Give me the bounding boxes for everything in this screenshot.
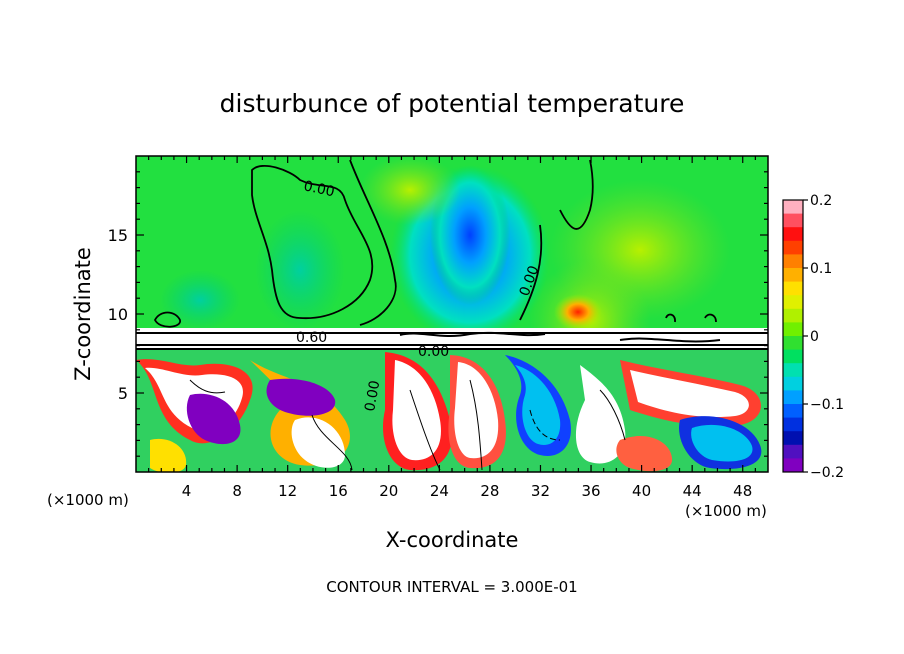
x-tick-label: 32 bbox=[531, 482, 550, 500]
x-unit-left: (×1000 m) bbox=[47, 491, 129, 509]
colorbar-swatch bbox=[783, 200, 803, 215]
colorbar-swatch bbox=[783, 213, 803, 228]
x-axis-label: X-coordinate bbox=[386, 528, 519, 552]
colorbar-swatch bbox=[783, 254, 803, 269]
colorbar-ticks: 0.2 0.1 0 −0.1 −0.2 bbox=[803, 193, 844, 481]
plot-field bbox=[136, 156, 768, 472]
y-axis: 5 10 15 bbox=[108, 171, 768, 457]
colorbar-tick-label: 0 bbox=[810, 329, 819, 345]
colorbar bbox=[782, 199, 804, 473]
x-axis: 4 8 12 16 20 24 28 32 36 40 44 48 bbox=[148, 156, 756, 500]
colorbar-swatch bbox=[783, 404, 803, 419]
contour-lines bbox=[136, 159, 768, 471]
colorbar-swatch bbox=[783, 417, 803, 432]
contour-interval-note: CONTOUR INTERVAL = 3.000E-01 bbox=[326, 578, 577, 596]
colorbar-swatch bbox=[783, 376, 803, 391]
colorbar-swatch bbox=[783, 227, 803, 242]
colorbar-swatch bbox=[783, 390, 803, 405]
contour-label: 0.00 bbox=[418, 344, 449, 360]
x-tick-label: 48 bbox=[733, 482, 752, 500]
chart-title: disturbunce of potential temperature bbox=[220, 89, 685, 118]
x-tick-label: 16 bbox=[329, 482, 348, 500]
colorbar-tick-label: −0.2 bbox=[810, 465, 844, 481]
y-axis-label: Z-coordinate bbox=[71, 247, 95, 381]
x-tick-label: 28 bbox=[480, 482, 499, 500]
contour-label: 0.00 bbox=[302, 178, 336, 200]
contour-label-group: 0.00 0.00 0.60 0.00 0.00 bbox=[296, 178, 542, 412]
x-tick-label: 36 bbox=[581, 482, 600, 500]
y-tick-label: 15 bbox=[108, 226, 128, 245]
colorbar-swatch bbox=[783, 240, 803, 255]
colorbar-swatch bbox=[783, 308, 803, 323]
colorbar-swatch bbox=[783, 431, 803, 446]
contour-label: 0.60 bbox=[296, 330, 327, 346]
colorbar-swatch bbox=[783, 363, 803, 378]
colorbar-swatch bbox=[783, 444, 803, 459]
x-tick-label: 12 bbox=[278, 482, 297, 500]
colorbar-swatch bbox=[783, 268, 803, 283]
x-tick-label: 40 bbox=[632, 482, 651, 500]
colorbar-tick-label: −0.1 bbox=[810, 397, 844, 413]
y-tick-label: 5 bbox=[118, 384, 128, 403]
contour-label: 0.00 bbox=[362, 379, 383, 412]
colorbar-swatch bbox=[783, 458, 803, 473]
colorbar-swatch bbox=[783, 336, 803, 351]
x-tick-label: 8 bbox=[232, 482, 242, 500]
colorbar-swatch bbox=[783, 322, 803, 337]
colorbar-swatch bbox=[783, 295, 803, 310]
x-tick-label: 24 bbox=[430, 482, 449, 500]
x-unit-right: (×1000 m) bbox=[685, 502, 767, 520]
colorbar-swatch bbox=[783, 281, 803, 296]
colorbar-tick-label: 0.2 bbox=[810, 193, 832, 209]
colorbar-tick-label: 0.1 bbox=[810, 261, 832, 277]
x-tick-label: 20 bbox=[379, 482, 398, 500]
colorbar-swatch bbox=[783, 349, 803, 364]
x-tick-label: 4 bbox=[182, 482, 192, 500]
y-tick-label: 10 bbox=[108, 305, 128, 324]
x-tick-label: 44 bbox=[683, 482, 702, 500]
